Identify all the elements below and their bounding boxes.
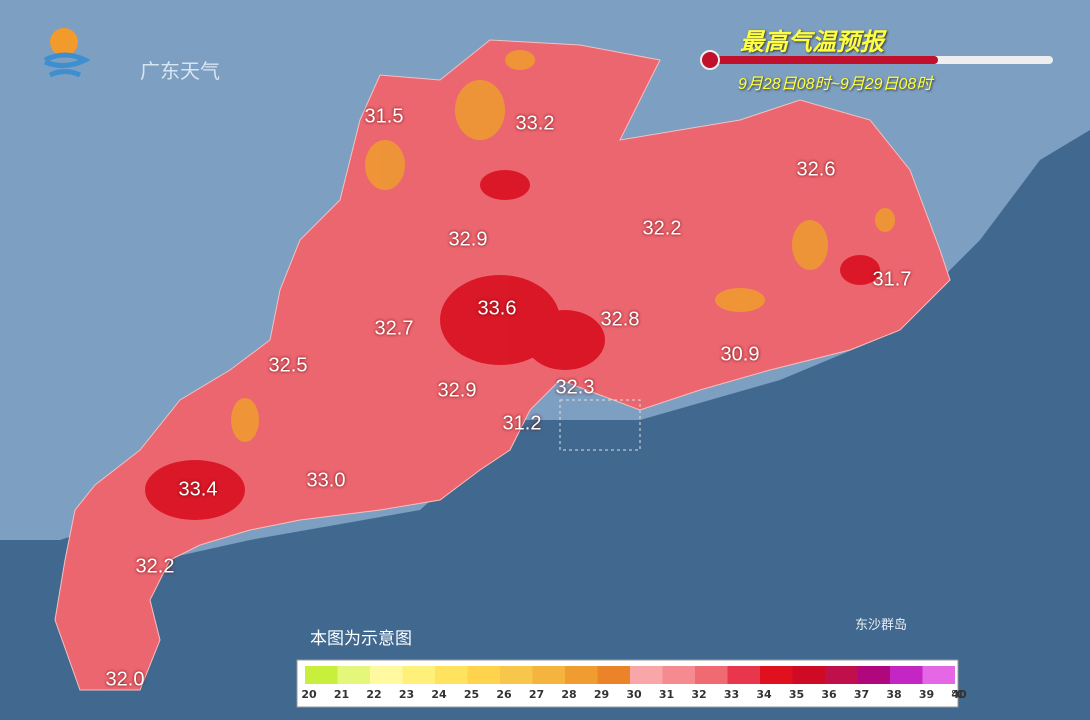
temp-label: 32.2 [135,555,175,578]
legend-swatch [532,666,565,684]
legend-tick: 26 [496,688,512,701]
legend-tick: 35 [789,688,804,701]
legend-swatch [402,666,435,684]
legend-swatch [890,666,923,684]
temp-label: 33.4 [178,478,218,501]
legend-tick: 25 [464,688,479,701]
legend-tick: 20 [301,688,317,701]
title: 最高气温预报 [740,29,884,56]
legend-swatch [467,666,500,684]
temp-label: 32.9 [448,228,488,251]
legend-tick: 28 [561,688,576,701]
legend-swatch [500,666,533,684]
note: 本图为示意图 [310,629,412,648]
temp-label: 32.8 [600,308,640,331]
legend-swatch [662,666,695,684]
legend-tick: 23 [399,688,414,701]
legend-tick: 31 [659,688,674,701]
temp-label: 33.2 [515,112,555,135]
thermo-fill [708,56,938,64]
temp-label: 31.2 [502,412,542,435]
legend-tick: 32 [691,688,706,701]
legend-swatch [630,666,663,684]
temp-label: 31.5 [364,105,404,128]
province [54,39,951,691]
legend-tick: 30 [626,688,642,701]
warm-areas [231,50,895,442]
thermo-bulb [700,50,720,70]
legend-swatch [565,666,598,684]
legend-swatch [922,666,955,684]
legend-tick: 34 [756,688,772,701]
logo-text: 广东天气 [140,61,220,83]
hot-areas [145,170,880,520]
legend-swatch [825,666,858,684]
legend-swatch [760,666,793,684]
hk-macao-box [559,399,641,451]
temp-label: 33.6 [477,297,517,320]
legend-tick: 29 [594,688,609,701]
period: 9月28日08时~9月29日08时 [738,76,933,93]
temp-label: 32.0 [105,668,145,691]
legend-tick: 27 [529,688,544,701]
logo-swirl [43,52,91,78]
legend-tick: 38 [886,688,901,701]
legend-swatch [695,666,728,684]
temp-label: 33.0 [306,469,346,492]
temp-label: 32.7 [374,317,414,340]
temp-label: 31.7 [872,268,912,291]
legend-tick: 21 [334,688,349,701]
temp-label: 32.2 [642,217,682,240]
legend-swatch [792,666,825,684]
legend-tick: 22 [366,688,381,701]
legend-swatch [337,666,370,684]
island-label: 东沙群岛 [855,617,908,632]
legend-swatch [435,666,468,684]
temp-label: 32.5 [268,354,308,377]
temp-label: 32.3 [555,376,595,399]
legend-swatch [305,666,338,684]
legend-tick: 33 [724,688,739,701]
legend-tick: 36 [821,688,837,701]
legend-swatch [727,666,760,684]
legend-unit: ℃ [951,688,964,701]
temp-label: 32.9 [437,379,477,402]
legend-tick: 24 [431,688,447,701]
legend-swatch [597,666,630,684]
legend-tick: 37 [854,688,869,701]
legend: 20 21 22 23 24 25 26 27 28 29 30 31 32 33 34 35 36 37 38 39… [301,666,967,701]
temp-label: 32.6 [796,158,836,181]
legend-swatch [857,666,890,684]
legend-swatch [370,666,403,684]
logo-sun [50,28,78,56]
temp-label: 30.9 [720,343,760,366]
legend-tick: 40 [951,688,967,701]
legend-tick: 39 [919,688,934,701]
